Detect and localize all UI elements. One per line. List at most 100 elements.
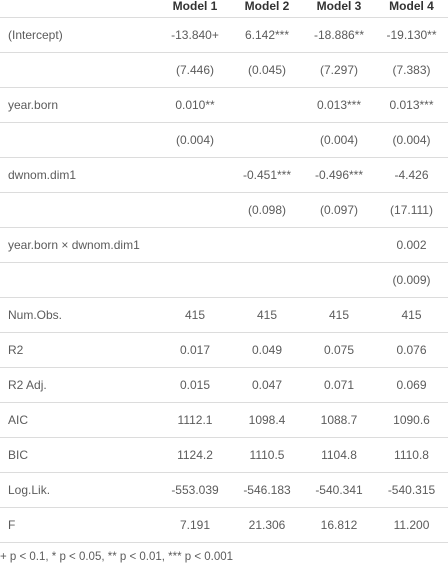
model-4-cell: 1110.8 (375, 437, 448, 473)
header-row: Model 1 Model 2 Model 3 Model 4 (0, 0, 448, 18)
model-4-cell: 11.200 (375, 507, 448, 543)
model-4-cell: (0.004) (375, 122, 448, 158)
model-2-cell: 1110.5 (231, 437, 303, 473)
model-3-cell: (0.004) (303, 122, 375, 158)
row-label-cell (0, 122, 159, 158)
header-cell-model-1: Model 1 (172, 0, 218, 13)
model-2-cell: 1098.4 (231, 402, 303, 438)
model-2-cell: -546.183 (231, 472, 303, 508)
row-label-cell: Log.Lik. (0, 472, 159, 508)
model-4-cell: 0.013*** (375, 87, 448, 123)
table-row: F 7.191 21.306 16.812 11.200 (0, 507, 448, 543)
row-label-cell: dwnom.dim1 (0, 157, 159, 193)
table-row: Log.Lik. -553.039 -546.183 -540.341 -540.315 (0, 472, 448, 508)
model-1-cell: 0.010** (159, 87, 231, 123)
model-2-cell: (0.098) (231, 192, 303, 228)
regression-table: Model 1 Model 2 Model 3 Model 4 (Interce… (0, 0, 448, 543)
table-row: BIC 1124.2 1110.5 1104.8 1110.8 (0, 437, 448, 473)
table-row: (Intercept) -13.840+ 6.142*** -18.886** -19.… (0, 17, 448, 53)
model-2-cell: 0.047 (231, 367, 303, 403)
model-2-cell: -0.451*** (231, 157, 303, 193)
model-3-cell: 0.075 (303, 332, 375, 368)
header-cell-model-3: Model 3 (316, 0, 362, 13)
model-2-cell: 0.049 (231, 332, 303, 368)
model-3-cell (303, 227, 375, 263)
model-2-cell (231, 262, 303, 298)
model-2-cell: 21.306 (231, 507, 303, 543)
model-4-cell: 415 (375, 297, 448, 333)
model-3-cell: 0.013*** (303, 87, 375, 123)
row-label-cell: AIC (0, 402, 159, 438)
model-3-cell: (0.097) (303, 192, 375, 228)
table-header: Model 1 Model 2 Model 3 Model 4 (0, 0, 448, 18)
row-label-cell: year.born × dwnom.dim1 (0, 227, 159, 263)
model-1-cell (159, 227, 231, 263)
table-row: dwnom.dim1 -0.451*** -0.496*** -4.426 (0, 157, 448, 193)
table-row: (7.446) (0.045) (7.297) (7.383) (0, 52, 448, 88)
table-row: R2 Adj. 0.015 0.047 0.071 0.069 (0, 367, 448, 403)
model-3-cell: -18.886** (303, 17, 375, 53)
row-label-cell: (Intercept) (0, 17, 159, 53)
model-4-cell: (7.383) (375, 52, 448, 88)
model-3-cell: 16.812 (303, 507, 375, 543)
model-1-cell (159, 192, 231, 228)
table-row: year.born × dwnom.dim1 0.002 (0, 227, 448, 263)
model-1-cell (159, 262, 231, 298)
model-2-cell (231, 122, 303, 158)
model-3-cell: -540.341 (303, 472, 375, 508)
row-label-cell: R2 (0, 332, 159, 368)
significance-footnote: + p < 0.1, * p < 0.05, ** p < 0.01, *** … (0, 551, 234, 563)
row-label-cell (0, 52, 159, 88)
row-label-cell: R2 Adj. (0, 367, 159, 403)
model-3-cell (303, 262, 375, 298)
model-1-cell: 1112.1 (159, 402, 231, 438)
row-label-cell: BIC (0, 437, 159, 473)
model-1-cell (159, 157, 231, 193)
model-4-cell: -540.315 (375, 472, 448, 508)
model-4-cell: 0.069 (375, 367, 448, 403)
header-cell-model-4: Model 4 (389, 0, 434, 13)
header-cell-term (0, 0, 159, 18)
model-1-cell: -553.039 (159, 472, 231, 508)
model-4-cell: -4.426 (375, 157, 448, 193)
row-label-cell (0, 262, 159, 298)
model-2-cell: 6.142*** (231, 17, 303, 53)
model-3-cell: (7.297) (303, 52, 375, 88)
table-row: Num.Obs. 415 415 415 415 (0, 297, 448, 333)
model-1-cell: 0.017 (159, 332, 231, 368)
model-1-cell: (0.004) (159, 122, 231, 158)
row-label-cell (0, 192, 159, 228)
model-2-cell (231, 227, 303, 263)
model-1-cell: (7.446) (159, 52, 231, 88)
table-row: (0.009) (0, 262, 448, 298)
model-3-cell: -0.496*** (303, 157, 375, 193)
table-body: (Intercept) -13.840+ 6.142*** -18.886** -19.… (0, 17, 448, 543)
model-1-cell: 7.191 (159, 507, 231, 543)
model-4-cell: (0.009) (375, 262, 448, 298)
row-label-cell: Num.Obs. (0, 297, 159, 333)
model-4-cell: (17.111) (375, 192, 448, 228)
model-2-cell (231, 87, 303, 123)
model-4-cell: 0.076 (375, 332, 448, 368)
table-row: year.born 0.010** 0.013*** 0.013*** (0, 87, 448, 123)
model-1-cell: 415 (159, 297, 231, 333)
model-3-cell: 1088.7 (303, 402, 375, 438)
table-row: R2 0.017 0.049 0.075 0.076 (0, 332, 448, 368)
model-1-cell: 0.015 (159, 367, 231, 403)
model-3-cell: 0.071 (303, 367, 375, 403)
row-label-cell: F (0, 507, 159, 543)
header-cell-model-2: Model 2 (244, 0, 290, 13)
model-1-cell: 1124.2 (159, 437, 231, 473)
model-3-cell: 1104.8 (303, 437, 375, 473)
table-row: AIC 1112.1 1098.4 1088.7 1090.6 (0, 402, 448, 438)
table-row: (0.004) (0.004) (0.004) (0, 122, 448, 158)
row-label-cell: year.born (0, 87, 159, 123)
model-2-cell: 415 (231, 297, 303, 333)
model-2-cell: (0.045) (231, 52, 303, 88)
model-4-cell: 0.002 (375, 227, 448, 263)
model-4-cell: 1090.6 (375, 402, 448, 438)
model-1-cell: -13.840+ (159, 17, 231, 53)
model-3-cell: 415 (303, 297, 375, 333)
model-4-cell: -19.130** (375, 17, 448, 53)
